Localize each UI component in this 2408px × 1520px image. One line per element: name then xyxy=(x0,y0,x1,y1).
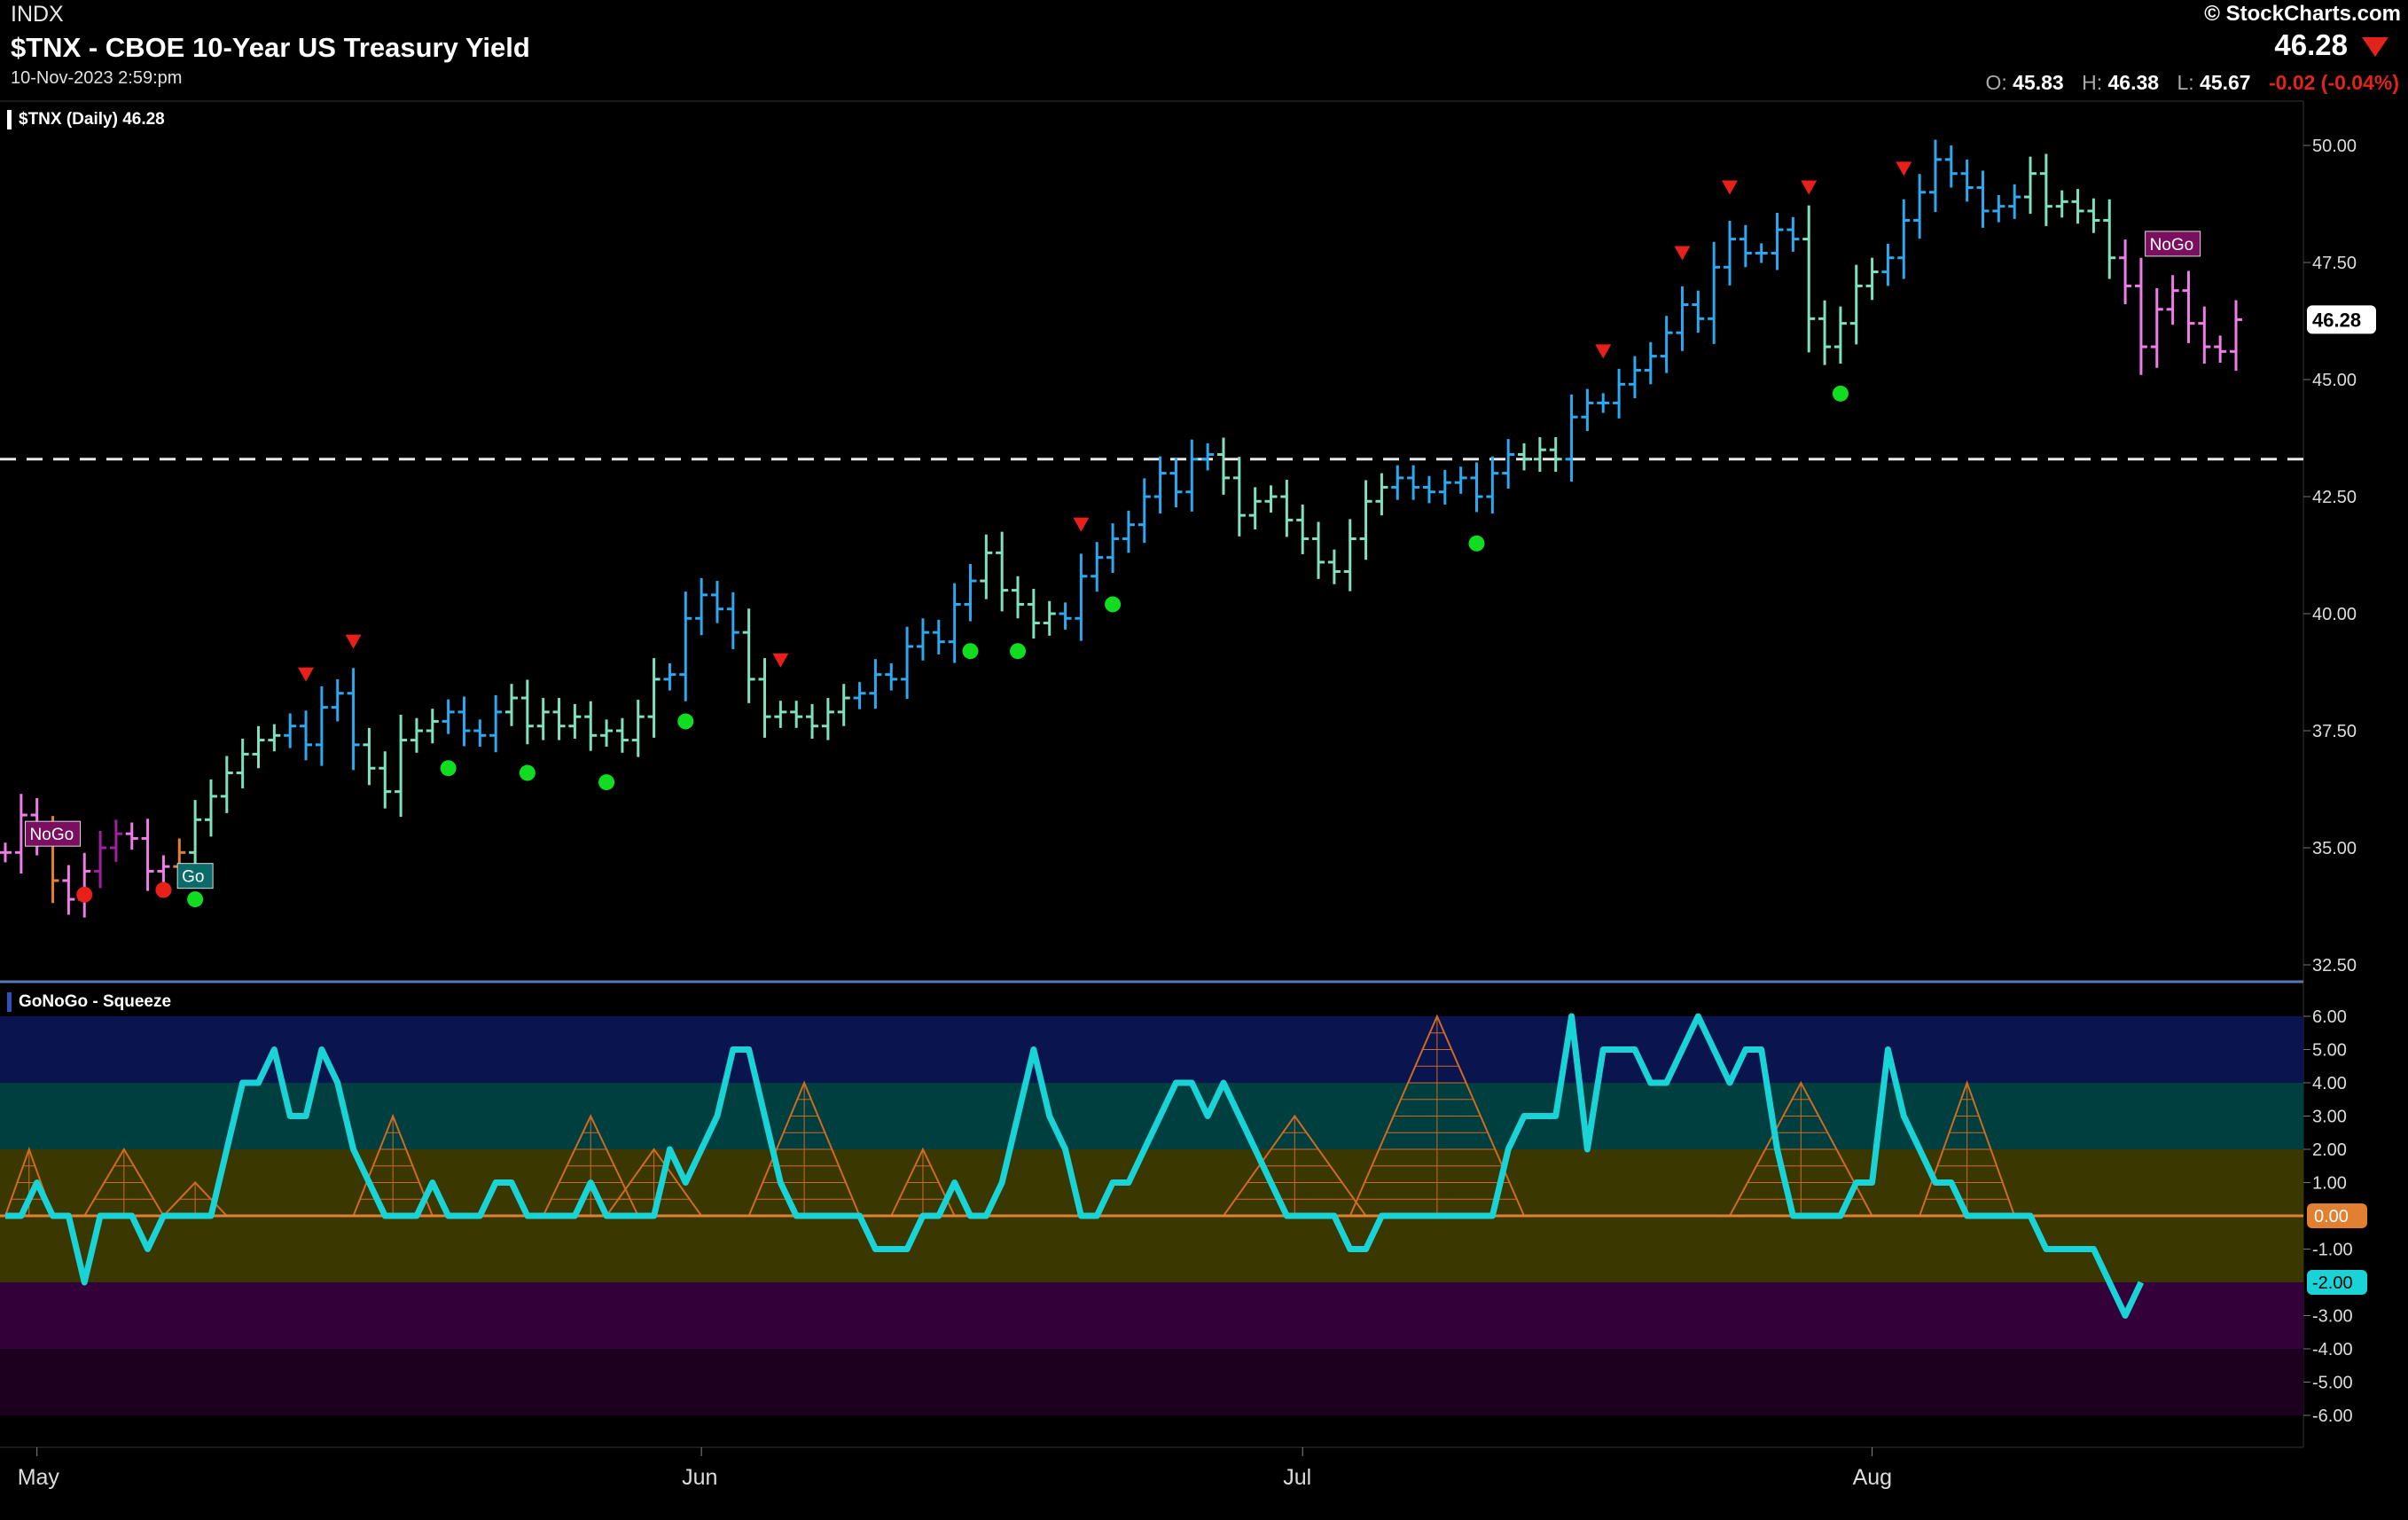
exchange-label: INDX xyxy=(11,2,64,27)
chart-title: $TNX - CBOE 10-Year US Treasury Yield xyxy=(11,32,530,63)
down-arrow-marker xyxy=(1073,517,1090,532)
regime-label: NoGo xyxy=(2150,236,2194,255)
go-dot-marker xyxy=(677,713,694,730)
brand-logo[interactable]: © StockCharts.com xyxy=(2204,2,2401,26)
oscillator-band-0 xyxy=(0,1016,2303,1083)
price-tick-label: 42.50 xyxy=(2312,488,2357,507)
last-price: 46.28 xyxy=(2274,28,2348,61)
oscillator-line xyxy=(5,1013,2145,1319)
high-value: 46.38 xyxy=(2107,71,2160,94)
oscillator-tick-label: 2.00 xyxy=(2312,1140,2347,1160)
oscillator-badge xyxy=(2307,1270,2367,1295)
oscillator-tick-label: -4.00 xyxy=(2312,1340,2353,1359)
zero-badge-label: 0.00 xyxy=(2314,1207,2349,1226)
price-tick-label: 45.00 xyxy=(2312,371,2357,390)
go-dot-marker xyxy=(1468,535,1485,552)
oscillator-tick-label: -1.00 xyxy=(2312,1241,2353,1260)
last-price-badge xyxy=(2307,305,2376,334)
go-dot-marker xyxy=(440,760,457,777)
price-panel-label: $TNX (Daily) 46.28 xyxy=(7,110,165,129)
regime-label: NoGo xyxy=(30,826,74,844)
open-value: 45.83 xyxy=(2013,71,2064,94)
go-dot-marker xyxy=(1010,643,1027,660)
down-arrow-marker xyxy=(345,634,362,649)
price-tick-label: 37.50 xyxy=(2312,722,2357,741)
go-dot-marker xyxy=(1832,385,1849,402)
oscillator-tick-label: 3.00 xyxy=(2312,1108,2347,1127)
chart-datetime: 10-Nov-2023 2:59:pm xyxy=(11,68,183,88)
go-dot-marker xyxy=(1105,596,1122,613)
go-dot-marker xyxy=(519,764,536,781)
oscillator-tick-label: 4.00 xyxy=(2312,1074,2347,1093)
go-dot-marker xyxy=(187,891,204,908)
low-label: L: xyxy=(2177,71,2194,94)
oscillator-tick-label: -3.00 xyxy=(2312,1307,2353,1327)
down-arrow-marker xyxy=(1595,344,1612,359)
nogo-dot-marker xyxy=(155,881,172,898)
change-value: -0.02 (-0.04%) xyxy=(2268,71,2399,94)
price-tick-label: 32.50 xyxy=(2312,956,2357,975)
price-tick-label: 50.00 xyxy=(2312,137,2357,156)
x-tick-label: May xyxy=(18,1465,60,1490)
price-tick-label: 40.00 xyxy=(2312,605,2357,624)
oscillator-tick-label: 1.00 xyxy=(2312,1174,2347,1194)
oscillator-tick-label: 6.00 xyxy=(2312,1007,2347,1027)
ohlc-readout: O: 45.83 H: 46.38 L: 45.67 -0.02 (-0.04%… xyxy=(1973,71,2399,95)
regime-label: Go xyxy=(182,868,204,887)
down-arrow-marker xyxy=(298,667,315,682)
down-arrow-marker xyxy=(1721,180,1738,195)
oscillator-tick-label: -6.00 xyxy=(2312,1406,2353,1426)
oscillator-badge-label: -2.00 xyxy=(2312,1273,2353,1293)
regime-label-box xyxy=(25,820,82,847)
zero-badge xyxy=(2307,1203,2367,1228)
last-price-badge-label: 46.28 xyxy=(2312,309,2361,331)
x-tick-label: Jul xyxy=(1283,1465,1311,1490)
squeeze-panel-label: GoNoGo - Squeeze xyxy=(7,992,171,1012)
oscillator-band-3 xyxy=(0,1282,2303,1349)
down-arrow-marker xyxy=(1896,161,1912,176)
nogo-dot-marker xyxy=(76,886,93,903)
down-arrow-marker xyxy=(1801,180,1818,195)
down-arrow-marker xyxy=(1674,246,1691,261)
go-dot-marker xyxy=(962,643,979,660)
regime-label-box xyxy=(176,863,214,889)
regime-label-box xyxy=(2145,231,2201,257)
open-label: O: xyxy=(1985,71,2007,94)
x-tick-label: Aug xyxy=(1853,1465,1892,1490)
oscillator-band-4 xyxy=(0,1349,2303,1415)
price-tick-label: 47.50 xyxy=(2312,254,2357,273)
low-value: 45.67 xyxy=(2200,71,2251,94)
oscillator-tick-label: -5.00 xyxy=(2312,1374,2353,1393)
go-dot-marker xyxy=(598,774,615,791)
down-arrow-marker xyxy=(772,653,789,668)
down-arrow-icon xyxy=(2362,37,2388,57)
oscillator-tick-label: 5.00 xyxy=(2312,1041,2347,1061)
high-label: H: xyxy=(2082,71,2103,94)
x-tick-label: Jun xyxy=(682,1465,717,1490)
price-tick-label: 35.00 xyxy=(2312,839,2357,858)
